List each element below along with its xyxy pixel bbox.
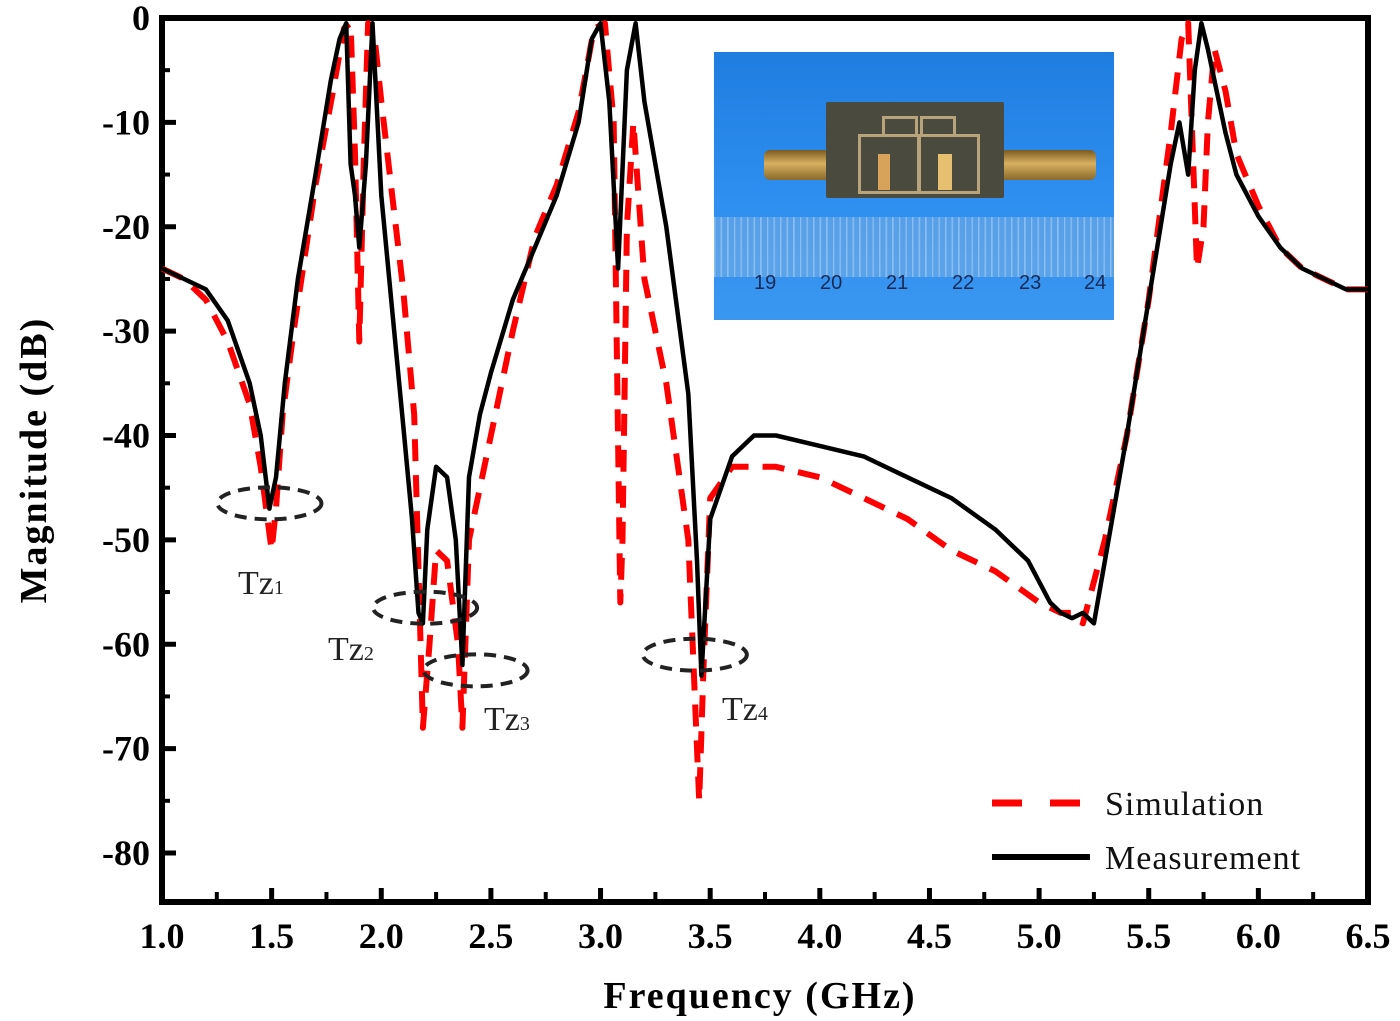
pcb-board xyxy=(826,102,1004,198)
y-tick-label: -70 xyxy=(102,729,150,769)
legend-item-simulation: Simulation xyxy=(992,786,1264,823)
tz4-label: Tz4 xyxy=(722,691,768,728)
y-tick-label: -30 xyxy=(102,311,150,351)
y-tick-label: -60 xyxy=(102,624,150,664)
x-axis-title: Frequency (GHz) xyxy=(603,975,916,1017)
ruler-number: 22 xyxy=(952,272,975,294)
tz-ellipse-tz2 xyxy=(371,589,480,626)
x-tick-label: 4.5 xyxy=(907,916,952,956)
y-tick-label: -50 xyxy=(102,520,150,560)
series-simulation xyxy=(160,20,1368,804)
ruler-number: 19 xyxy=(754,272,777,294)
ruler-number: 21 xyxy=(886,272,909,294)
x-tick-label: 5.0 xyxy=(1017,916,1062,956)
x-tick-label: 3.0 xyxy=(578,916,623,956)
resonator-pad xyxy=(938,154,952,190)
x-tick-label: 4.0 xyxy=(797,916,842,956)
tz-ellipse-tz1 xyxy=(215,485,324,522)
svg-text:Measurement: Measurement xyxy=(1105,840,1301,877)
inset-filter-photo: 19 20 21 22 23 24 xyxy=(714,52,1114,320)
y-tick-label: -10 xyxy=(102,102,150,142)
tz1-label: Tz1 xyxy=(238,565,284,602)
svg-text:Simulation: Simulation xyxy=(1105,786,1264,823)
y-axis-title: Magnitude (dB) xyxy=(13,317,55,604)
y-tick-label: -80 xyxy=(102,833,150,873)
x-tick-label: 6.5 xyxy=(1346,916,1391,956)
x-tick-label: 5.5 xyxy=(1126,916,1171,956)
tz-ellipse-tz3 xyxy=(421,652,530,689)
series-measurement xyxy=(161,20,1368,678)
tz-ellipses xyxy=(215,485,749,689)
x-tick-label: 2.5 xyxy=(468,916,513,956)
x-tick-label: 1.5 xyxy=(249,916,294,956)
sma-connector-left xyxy=(764,150,830,180)
tz2-label: Tz2 xyxy=(328,631,374,668)
x-tick-label: 6.0 xyxy=(1236,916,1281,956)
x-axis-ticks: 1.0 1.5 2.0 2.5 3.0 3.5 4.0 4.5 5.0 5.5 6.0 6.5 xyxy=(140,888,1391,956)
sma-connector-right xyxy=(996,150,1096,180)
y-tick-label: -40 xyxy=(102,416,150,456)
ruler xyxy=(714,217,1114,277)
legend-item-measurement: Measurement xyxy=(992,840,1301,877)
tz3-label: Tz3 xyxy=(484,701,530,738)
y-tick-label: 0 xyxy=(132,0,150,38)
x-tick-label: 1.0 xyxy=(140,916,185,956)
resonator-pad xyxy=(878,154,890,190)
y-axis-ticks: 0 -10 -20 -30 -40 -50 -60 -70 -80 xyxy=(102,0,176,873)
series-layer xyxy=(160,20,1368,804)
tz-ellipse-tz4 xyxy=(640,636,749,673)
ruler-number: 23 xyxy=(1019,272,1042,294)
y-tick-label: -20 xyxy=(102,207,150,247)
ruler-number: 24 xyxy=(1084,272,1107,294)
x-tick-label: 2.0 xyxy=(359,916,404,956)
x-tick-label: 3.5 xyxy=(688,916,733,956)
ruler-number: 20 xyxy=(820,272,843,294)
legend: Simulation Measurement xyxy=(992,786,1301,877)
